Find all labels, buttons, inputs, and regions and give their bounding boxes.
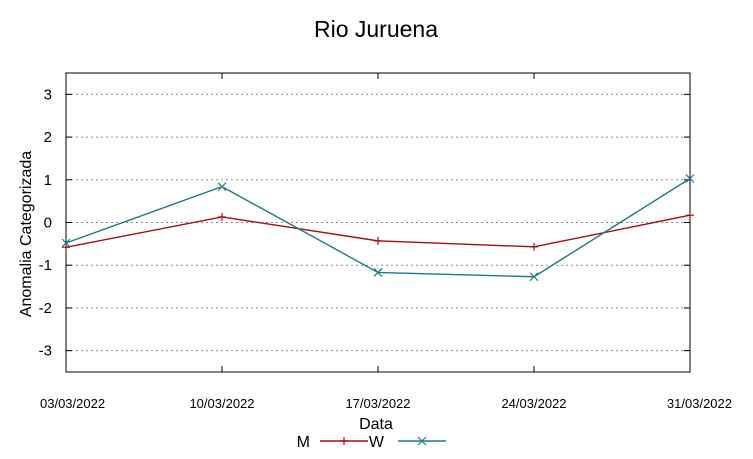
data-point-m <box>530 242 538 251</box>
y-tick-label: 2 <box>44 129 52 146</box>
x-tick-label: 03/03/2022 <box>40 396 105 411</box>
legend-marker-w <box>417 436 427 446</box>
data-point-m <box>218 212 226 221</box>
legend-marker-m <box>340 437 348 445</box>
y-tick-label: -2 <box>39 300 52 317</box>
legend-label-w: W <box>369 434 385 451</box>
x-tick-label: 24/03/2022 <box>501 396 566 411</box>
y-tick-label: 0 <box>44 215 52 232</box>
data-point-w <box>685 174 695 183</box>
data-point-w <box>373 268 383 277</box>
x-tick-label: 10/03/2022 <box>189 396 254 411</box>
x-tick-label: 31/03/2022 <box>667 396 732 411</box>
chart-title: Rio Juruena <box>314 16 438 42</box>
y-axis-label: Anomalia Categorizada <box>18 151 35 317</box>
data-point-m <box>686 211 694 220</box>
data-point-w <box>61 238 71 248</box>
series-line-w <box>65 177 691 278</box>
x-axis-label: Data <box>359 416 393 433</box>
data-point-w <box>217 182 227 192</box>
legend-label-m: M <box>297 434 310 451</box>
y-tick-label: -1 <box>39 257 52 274</box>
y-tick-label: -3 <box>39 343 52 360</box>
x-tick-label: 17/03/2022 <box>345 396 410 411</box>
data-point-w <box>529 272 539 282</box>
series-lines <box>61 174 695 282</box>
y-tick-label: 3 <box>44 86 52 103</box>
grid-lines <box>66 93 690 352</box>
data-point-m <box>62 243 70 252</box>
y-tick-label: 1 <box>44 172 52 189</box>
x-axis-ticks: 03/03/2022 10/03/2022 17/03/2022 24/03/2022… <box>40 73 732 411</box>
data-point-m <box>374 236 382 245</box>
